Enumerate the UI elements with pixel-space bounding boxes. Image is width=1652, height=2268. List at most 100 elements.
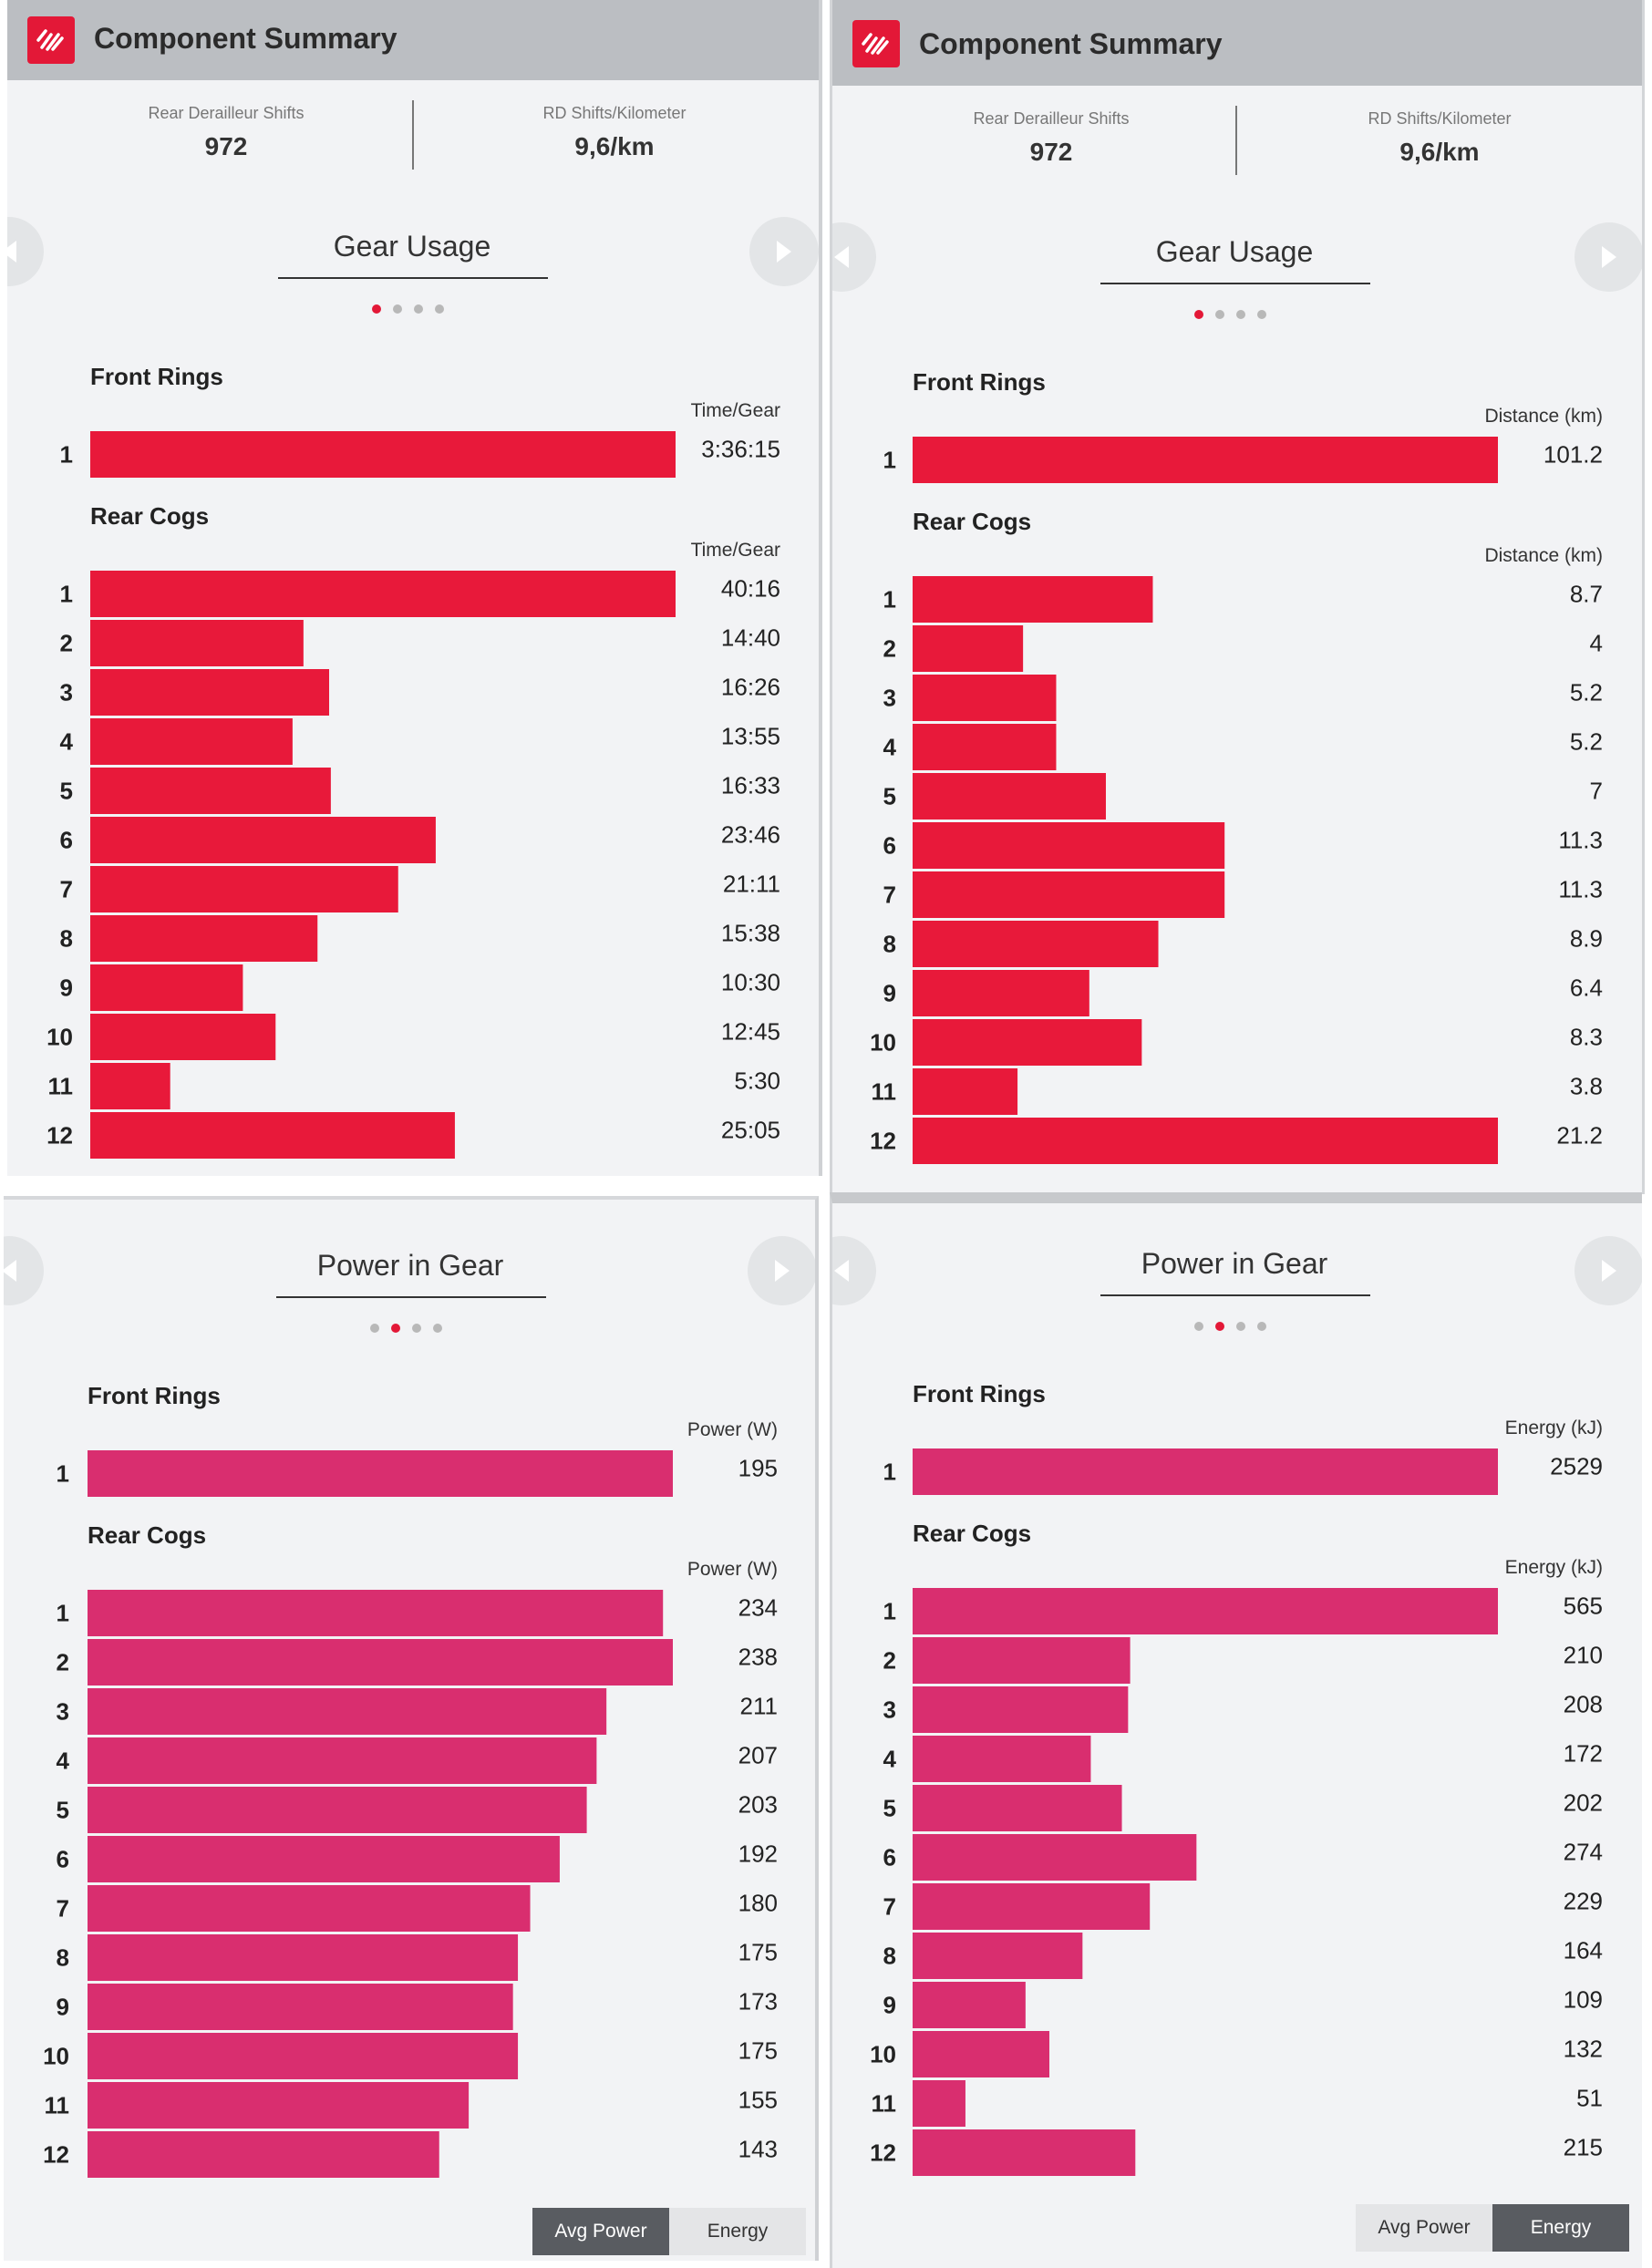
rear-cog-bar	[913, 1588, 1498, 1634]
stat-label: Rear Derailleur Shifts	[148, 104, 305, 122]
rear-cog-value-label: 23:46	[721, 821, 780, 849]
rear-cog-gear-number: 3	[883, 1696, 896, 1724]
next-chart-button[interactable]	[1575, 1236, 1642, 1305]
rear-cogs-label: Rear Cogs	[90, 502, 210, 530]
rear-metric-header: Energy (kJ)	[1504, 1557, 1603, 1578]
chevron-left-icon	[7, 241, 16, 263]
prev-chart-button[interactable]	[832, 222, 876, 292]
page-dot[interactable]	[372, 304, 381, 314]
energy-toggle[interactable]: Energy	[1492, 2204, 1629, 2252]
rear-cog-gear-number: 6	[60, 827, 73, 854]
page-indicator	[372, 304, 444, 315]
page-dot[interactable]	[1215, 1322, 1224, 1331]
rear-cog-bar	[913, 773, 1106, 820]
page-dot[interactable]	[393, 304, 402, 314]
page-dot[interactable]	[1236, 1322, 1245, 1331]
rear-cog-value-label: 5:30	[734, 1067, 780, 1095]
rear-cog-bar	[913, 1883, 1151, 1930]
chart-title: Gear Usage	[1155, 235, 1314, 268]
avg-power-toggle[interactable]: Avg Power	[532, 2208, 669, 2255]
prev-chart-button[interactable]	[4, 1236, 44, 1305]
front-metric-header: Energy (kJ)	[1504, 1418, 1603, 1438]
front-rings-label: Front Rings	[90, 363, 223, 390]
stat-rd-shifts: Rear Derailleur Shifts 972	[26, 104, 427, 161]
title-underline	[276, 1296, 546, 1298]
rear-cog-gear-number: 8	[883, 931, 896, 958]
energy-toggle[interactable]: Energy	[707, 2221, 769, 2242]
page-dot[interactable]	[391, 1324, 400, 1333]
rear-cog-bar	[913, 1118, 1498, 1164]
rear-cog-bar	[913, 724, 1057, 770]
rear-cog-bar	[88, 1787, 587, 1833]
rear-cog-gear-number: 5	[883, 783, 896, 810]
prev-chart-button[interactable]	[7, 217, 44, 286]
rear-cog-value-label: 5.2	[1570, 728, 1603, 756]
page-dot[interactable]	[412, 1324, 421, 1333]
panel-header: Component Summary	[7, 0, 819, 80]
rear-cog-value-label: 234	[738, 1594, 778, 1622]
front-ring-gear-number: 1	[60, 441, 73, 469]
page-dot[interactable]	[1257, 1322, 1266, 1331]
next-chart-button[interactable]	[1575, 222, 1642, 292]
gear-usage-distance-panel: Component Summary Rear Derailleur Shifts…	[830, 0, 1645, 1194]
rear-cog-bar	[90, 718, 293, 765]
chevron-left-icon	[4, 1260, 16, 1282]
panel-header: Component Summary	[832, 0, 1642, 86]
chart-title: Power in Gear	[1141, 1247, 1328, 1280]
rear-cog-gear-number: 9	[883, 1992, 896, 2019]
rear-cog-bar	[88, 1984, 513, 2030]
next-chart-button[interactable]	[748, 1236, 815, 1305]
rear-cog-gear-number: 2	[60, 630, 73, 657]
rear-cog-gear-number: 5	[60, 778, 73, 805]
page-dot[interactable]	[1194, 310, 1203, 319]
page-indicator	[370, 1324, 442, 1335]
rear-cog-gear-number: 8	[883, 1943, 896, 1970]
page-title: Component Summary	[919, 27, 1223, 60]
rear-cog-value-label: 16:26	[721, 674, 780, 701]
rear-cog-bar	[90, 768, 331, 814]
front-metric-header: Power (W)	[687, 1419, 778, 1440]
rear-cog-gear-number: 10	[870, 1029, 896, 1057]
rear-cog-gear-number: 12	[870, 1128, 896, 1155]
chart-title: Power in Gear	[316, 1249, 504, 1282]
page-dot[interactable]	[435, 304, 444, 314]
rear-cog-value-label: 211	[740, 1693, 778, 1720]
page-dot[interactable]	[1215, 310, 1224, 319]
page-dot[interactable]	[1194, 1322, 1203, 1331]
front-ring-value-label: 2529	[1550, 1453, 1603, 1480]
rear-cog-value-label: 210	[1564, 1642, 1603, 1669]
prev-chart-button[interactable]	[832, 1236, 876, 1305]
rear-cog-bar	[913, 1019, 1142, 1066]
rear-cog-bar	[88, 2131, 439, 2178]
rear-cog-gear-number: 4	[60, 728, 74, 756]
rear-cog-value-label: 143	[738, 2136, 778, 2163]
page-dot[interactable]	[1236, 310, 1245, 319]
rear-cog-value-label: 40:16	[721, 575, 780, 603]
rear-cog-gear-number: 11	[872, 2090, 897, 2118]
rear-cog-bar	[88, 2033, 519, 2079]
rear-cog-value-label: 51	[1576, 2085, 1603, 2112]
page-dot[interactable]	[414, 304, 423, 314]
rear-cog-gear-number: 3	[60, 679, 73, 706]
rear-cog-gear-number: 4	[57, 1747, 70, 1775]
title-underline	[278, 277, 548, 279]
page-dot[interactable]	[433, 1324, 442, 1333]
front-metric-header: Time/Gear	[690, 400, 780, 421]
rear-cog-bar	[913, 2031, 1049, 2077]
page-dot[interactable]	[370, 1324, 379, 1333]
front-rings-label: Front Rings	[913, 1380, 1046, 1407]
chevron-right-icon	[777, 241, 791, 263]
rear-cog-gear-number: 4	[883, 734, 897, 761]
rear-cog-bar	[88, 2082, 470, 2129]
rear-cog-gear-number: 9	[60, 974, 73, 1002]
metric-toggle: Avg Power Energy	[1356, 2204, 1629, 2252]
rear-cog-bar	[90, 1014, 276, 1060]
stat-divider	[1235, 106, 1237, 175]
avg-power-toggle[interactable]: Avg Power	[1378, 2217, 1471, 2238]
rear-cog-value-label: 203	[738, 1791, 778, 1819]
rear-cog-bar	[90, 915, 318, 962]
page-dot[interactable]	[1257, 310, 1266, 319]
next-chart-button[interactable]	[749, 217, 819, 286]
rear-cog-gear-number: 12	[870, 2139, 896, 2167]
rear-cog-gear-number: 2	[883, 635, 896, 663]
